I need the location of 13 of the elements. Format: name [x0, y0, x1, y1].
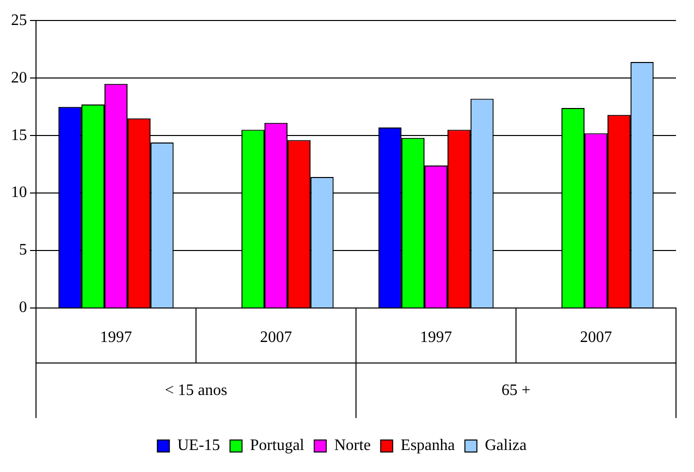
text: < 15 anos: [164, 382, 228, 400]
y-tick-label: 10: [11, 184, 27, 202]
y-tick-label: 25: [11, 12, 27, 29]
y-tick-label: 15: [11, 126, 27, 144]
legend-label: Galiza: [484, 437, 527, 454]
text: 65 +: [501, 382, 531, 400]
legend-label: UE-15: [177, 437, 220, 454]
y-tick-label: 5: [19, 242, 27, 259]
legend-label: Norte: [334, 437, 371, 454]
y-tick-label: 0: [19, 299, 27, 316]
y-tick-label: 20: [11, 69, 27, 86]
legend-label: Espanha: [400, 437, 455, 454]
legend-label: Portugal: [250, 437, 305, 454]
